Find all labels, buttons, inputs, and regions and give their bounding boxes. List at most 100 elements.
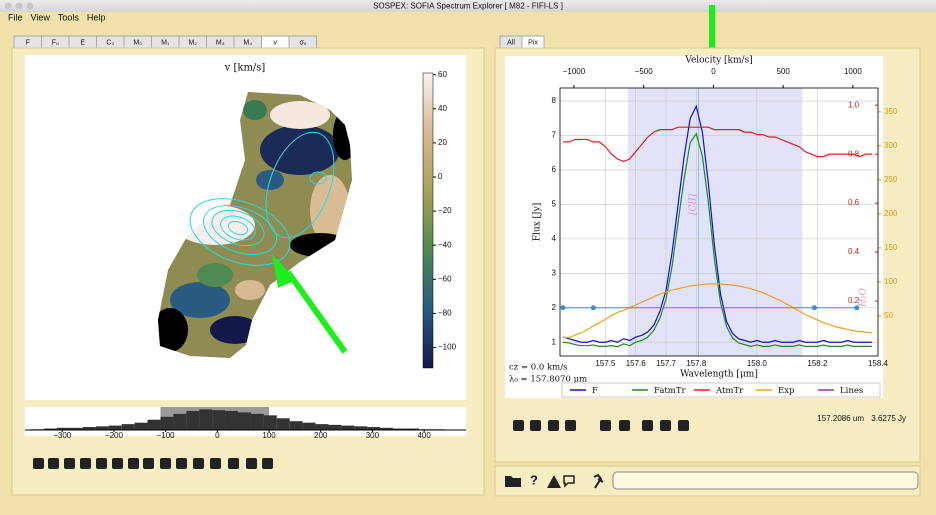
title-bar bbox=[0, 0, 936, 12]
tab-label: σᵥ bbox=[299, 39, 306, 46]
tool-button[interactable] bbox=[619, 420, 630, 431]
x-tick-label: 158.2 bbox=[807, 359, 828, 368]
info-text: cz = 0.0 km/s bbox=[509, 363, 567, 373]
tool-button[interactable] bbox=[33, 458, 44, 469]
histogram-bar bbox=[406, 428, 419, 430]
histogram-bar bbox=[367, 427, 381, 430]
tool-button[interactable] bbox=[565, 420, 576, 431]
open-button[interactable] bbox=[505, 476, 521, 487]
series-line bbox=[563, 283, 873, 339]
legend-label[interactable]: AtmTr bbox=[715, 386, 744, 396]
continuum-point[interactable] bbox=[811, 305, 817, 311]
y3-tick-label: 300 bbox=[884, 141, 898, 150]
legend bbox=[561, 382, 881, 398]
warning-button[interactable] bbox=[547, 475, 561, 488]
line-annotation: H₂O bbox=[858, 287, 868, 307]
y3-tick-label: 100 bbox=[884, 277, 898, 286]
close-button[interactable] bbox=[4, 2, 12, 10]
tool-button[interactable] bbox=[193, 458, 204, 469]
tool-button[interactable] bbox=[246, 458, 257, 469]
zoom-button[interactable] bbox=[26, 2, 34, 10]
y-tick-label: 3 bbox=[552, 268, 557, 277]
tool-button[interactable] bbox=[160, 458, 171, 469]
tool-button[interactable] bbox=[262, 458, 273, 469]
y2-tick-label: 1.0 bbox=[848, 100, 860, 109]
y-tick-label: 4 bbox=[552, 234, 557, 243]
y3-tick-label: 250 bbox=[884, 175, 898, 184]
tab-label: M₂ bbox=[188, 39, 197, 46]
colorbar bbox=[422, 72, 434, 369]
histogram-bar bbox=[108, 425, 122, 430]
tab-label: Pix bbox=[528, 39, 538, 46]
tool-button[interactable] bbox=[143, 458, 154, 469]
tab-label: v bbox=[274, 39, 278, 46]
histogram-bar bbox=[393, 428, 407, 430]
x-tick-label: 400 bbox=[417, 431, 431, 440]
histogram-bar bbox=[121, 424, 135, 430]
tool-button[interactable] bbox=[678, 420, 689, 431]
menu-item[interactable]: Tools bbox=[58, 12, 80, 22]
histogram-bar bbox=[341, 425, 355, 430]
histogram-bar bbox=[160, 416, 174, 430]
chat-button[interactable] bbox=[563, 475, 575, 488]
colorbar-ticks: 60 40 20 0 −20 −40 −60 −80 −100 bbox=[433, 70, 457, 352]
tool-button[interactable] bbox=[48, 458, 59, 469]
y-tick-label: 1 bbox=[552, 337, 557, 346]
histogram-bar bbox=[134, 422, 148, 430]
fit-region bbox=[627, 88, 803, 356]
colorbar-tick-label: −100 bbox=[438, 343, 457, 352]
continuum-point[interactable] bbox=[590, 305, 596, 311]
tool-button[interactable] bbox=[96, 458, 107, 469]
tab-label: E bbox=[80, 39, 85, 46]
histogram-bar bbox=[173, 413, 187, 430]
x-tick-label: 158.4 bbox=[868, 359, 889, 368]
menu-item[interactable]: Help bbox=[87, 12, 106, 22]
y-tick-label: 7 bbox=[552, 131, 557, 140]
tool-button[interactable] bbox=[228, 458, 239, 469]
tool-button[interactable] bbox=[112, 458, 123, 469]
menu-item[interactable]: File bbox=[8, 12, 23, 22]
help-button[interactable]: ? bbox=[530, 472, 538, 487]
y2-tick-label: 0.4 bbox=[848, 247, 860, 256]
y3-tick-label: 350 bbox=[884, 107, 898, 116]
histogram-bar bbox=[69, 427, 83, 430]
tab-label: C₀ bbox=[106, 39, 114, 46]
histogram-bar bbox=[147, 419, 161, 430]
map-title: v [km/s] bbox=[224, 63, 266, 74]
legend-label[interactable]: Exp bbox=[778, 386, 795, 396]
histogram-bar bbox=[380, 427, 394, 430]
tool-button[interactable] bbox=[64, 458, 75, 469]
continuum-point[interactable] bbox=[560, 305, 566, 311]
tool-button[interactable] bbox=[210, 458, 221, 469]
colorbar-tick-label: 20 bbox=[438, 138, 447, 147]
tab-label: All bbox=[507, 39, 515, 46]
menu-item[interactable]: View bbox=[31, 12, 51, 22]
command-input[interactable] bbox=[612, 471, 919, 490]
histogram-bar bbox=[82, 427, 96, 430]
histogram-bar bbox=[212, 410, 226, 430]
colorbar-tick-label: 60 bbox=[438, 70, 447, 79]
minimize-button[interactable] bbox=[15, 2, 23, 10]
line-annotation: [CII] bbox=[689, 193, 699, 215]
tool-button[interactable] bbox=[80, 458, 91, 469]
histogram-bar bbox=[225, 410, 239, 430]
tool-button[interactable] bbox=[530, 420, 541, 431]
exit-button[interactable] bbox=[593, 473, 604, 489]
tool-button[interactable] bbox=[600, 420, 611, 431]
x-tick-label: 0 bbox=[215, 431, 220, 440]
tool-button[interactable] bbox=[176, 458, 187, 469]
tool-button[interactable] bbox=[128, 458, 139, 469]
tool-button[interactable] bbox=[548, 420, 559, 431]
window-title: SOSPEX: SOFIA Spectrum Explorer [ M82 - … bbox=[373, 2, 563, 11]
legend-label[interactable]: FatmTr bbox=[654, 386, 687, 396]
tool-button[interactable] bbox=[513, 420, 524, 431]
tool-button[interactable] bbox=[660, 420, 671, 431]
continuum-point[interactable] bbox=[854, 305, 860, 311]
tool-button[interactable] bbox=[642, 420, 653, 431]
top-tick-label: 1000 bbox=[844, 67, 862, 76]
tab-label: M₁ bbox=[161, 39, 170, 46]
legend-label[interactable]: Lines bbox=[840, 386, 863, 396]
y3-tick-label: 50 bbox=[884, 311, 893, 320]
legend-label[interactable]: F bbox=[592, 386, 598, 396]
histogram-bar bbox=[199, 409, 213, 430]
